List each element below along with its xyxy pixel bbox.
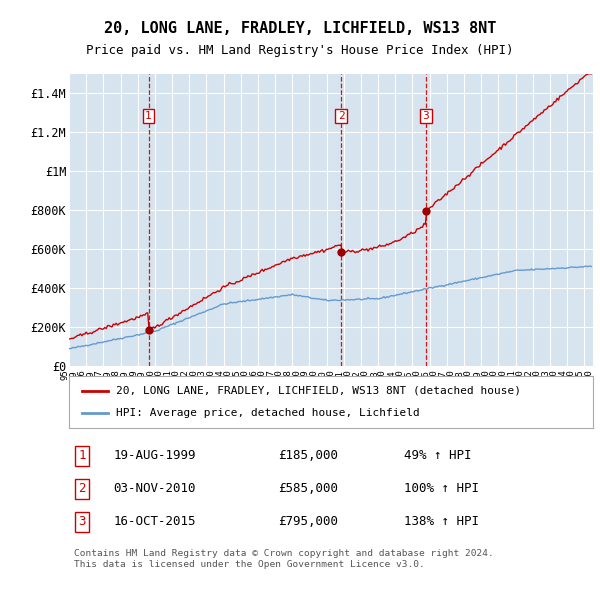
Text: 2: 2 (338, 111, 344, 121)
Text: 138% ↑ HPI: 138% ↑ HPI (404, 516, 479, 529)
Text: 49% ↑ HPI: 49% ↑ HPI (404, 449, 472, 462)
Text: 3: 3 (422, 111, 430, 121)
Text: 20, LONG LANE, FRADLEY, LICHFIELD, WS13 8NT (detached house): 20, LONG LANE, FRADLEY, LICHFIELD, WS13 … (116, 385, 521, 395)
Text: 03-NOV-2010: 03-NOV-2010 (113, 482, 196, 495)
Text: £185,000: £185,000 (278, 449, 338, 462)
Text: 1: 1 (145, 111, 152, 121)
Text: 20, LONG LANE, FRADLEY, LICHFIELD, WS13 8NT: 20, LONG LANE, FRADLEY, LICHFIELD, WS13 … (104, 21, 496, 36)
Text: £585,000: £585,000 (278, 482, 338, 495)
Text: Price paid vs. HM Land Registry's House Price Index (HPI): Price paid vs. HM Land Registry's House … (86, 44, 514, 57)
Text: 100% ↑ HPI: 100% ↑ HPI (404, 482, 479, 495)
Text: 16-OCT-2015: 16-OCT-2015 (113, 516, 196, 529)
Text: 1: 1 (79, 449, 86, 462)
Text: £795,000: £795,000 (278, 516, 338, 529)
Text: 2: 2 (79, 482, 86, 495)
Text: HPI: Average price, detached house, Lichfield: HPI: Average price, detached house, Lich… (116, 408, 420, 418)
Text: 3: 3 (79, 516, 86, 529)
Text: 19-AUG-1999: 19-AUG-1999 (113, 449, 196, 462)
Text: Contains HM Land Registry data © Crown copyright and database right 2024.
This d: Contains HM Land Registry data © Crown c… (74, 549, 494, 569)
